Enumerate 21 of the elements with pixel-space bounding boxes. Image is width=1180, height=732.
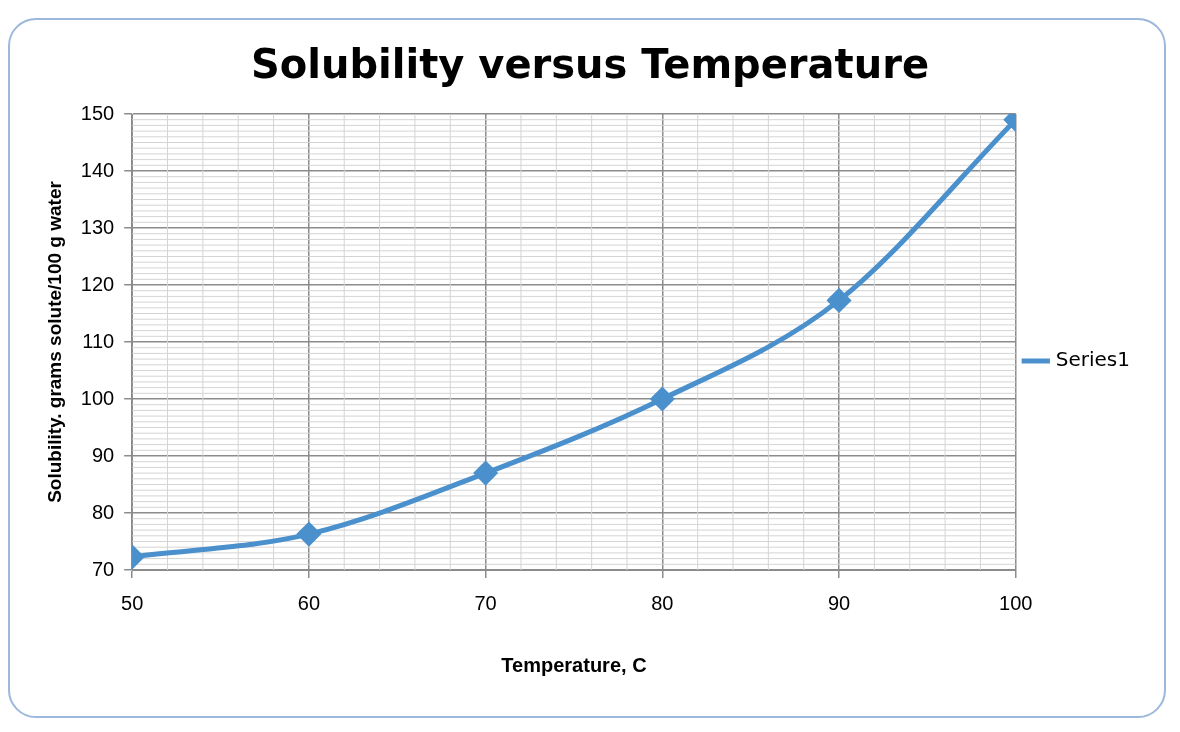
x-tick-label: 70 [474,591,497,614]
y-tick-label: 70 [91,557,115,580]
x-tick-label: 60 [297,591,321,614]
y-tick-label: 130 [80,215,115,238]
chart-title: Solubility versus Temperature [250,41,930,88]
y-tick-label: 110 [82,329,115,352]
y-tick-label: 80 [91,500,115,523]
x-tick-label: 50 [121,591,144,614]
x-tick-label: 100 [999,591,1033,614]
y-tick-label: 140 [80,158,115,181]
point [650,387,674,411]
y-tick-label: 100 [80,386,115,409]
y-tick-label: 90 [91,443,115,466]
x-tick-label: 80 [651,591,674,614]
y-axis-title: Solubility. grams solute/100 g water [43,180,65,503]
x-axis-title: Temperature, C [501,653,647,676]
legend-label: Series1 [1055,347,1131,372]
y-tick-label: 150 [80,101,115,124]
x-tick-label: 90 [827,591,851,614]
y-tick-label: 120 [80,272,115,295]
point [474,461,498,485]
